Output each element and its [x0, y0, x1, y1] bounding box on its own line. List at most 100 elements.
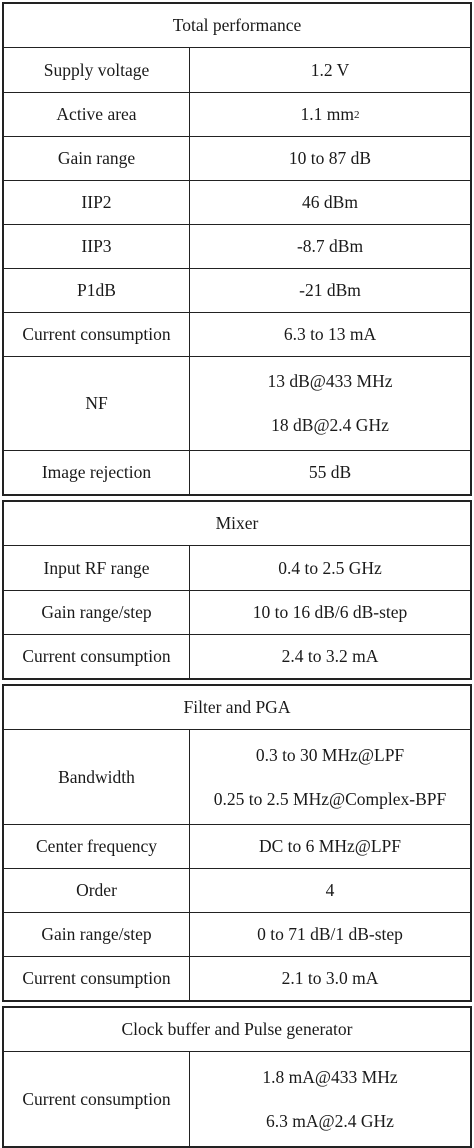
table-row: P1dB -21 dBm [4, 268, 470, 312]
value-text: 6.3 mA@2.4 GHz [266, 1110, 394, 1131]
parameter-value: 55 dB [190, 451, 470, 494]
value-line: 2.1 to 3.0 mA [282, 957, 379, 1000]
value-text: 10 to 16 dB/6 dB-step [252, 602, 408, 622]
value-line: 0 to 71 dB/1 dB-step [257, 913, 403, 956]
parameter-label: Supply voltage [4, 48, 190, 92]
parameter-value: 1.1 mm 2 [190, 93, 470, 136]
parameter-label: Gain range/step [4, 591, 190, 634]
value-line: 1.8 mA@433 MHz [262, 1055, 397, 1099]
parameter-label: Gain range [4, 137, 190, 180]
table-row: Bandwidth 0.3 to 30 MHz@LPF 0.25 to 2.5 MH… [4, 730, 470, 824]
parameter-label: Order [4, 869, 190, 912]
parameter-label: Current consumption [4, 1052, 190, 1146]
table-row: Active area 1.1 mm 2 [4, 92, 470, 136]
value-text: 0.3 to 30 MHz@LPF [255, 744, 405, 765]
parameter-label: Input RF range [4, 546, 190, 590]
value-line: 4 [326, 869, 335, 912]
value-text: 10 to 87 dB [288, 148, 372, 168]
parameter-label: NF [4, 357, 190, 450]
value-line: -8.7 dBm [297, 225, 363, 268]
value-text: 13 dB@433 MHz [267, 371, 393, 391]
parameter-value: 4 [190, 869, 470, 912]
table-row: Input RF range 0.4 to 2.5 GHz [4, 546, 470, 590]
value-text: 0.25 to 2.5 MHz@Complex-BPF [213, 788, 447, 809]
table-row: IIP2 46 dBm [4, 180, 470, 224]
value-line: 10 to 16 dB/6 dB-step [253, 591, 408, 634]
parameter-value: 2.1 to 3.0 mA [190, 957, 470, 1000]
parameter-label: IIP3 [4, 225, 190, 268]
value-text: 55 dB [308, 462, 352, 482]
value-text: 4 [325, 880, 335, 900]
parameter-value: 0 to 71 dB/1 dB-step [190, 913, 470, 956]
value-text: 6.3 to 13 mA [283, 324, 377, 344]
value-text: 0 to 71 dB/1 dB-step [257, 924, 403, 944]
section-title: Filter and PGA [4, 686, 470, 730]
table-row: IIP3 -8.7 dBm [4, 224, 470, 268]
table-row: Gain range 10 to 87 dB [4, 136, 470, 180]
parameter-value: -8.7 dBm [190, 225, 470, 268]
value-line: 13 dB@433 MHz [267, 360, 392, 404]
parameter-label: Current consumption [4, 957, 190, 1000]
table-row: Current consumption 2.4 to 3.2 mA [4, 634, 470, 678]
parameter-label: Current consumption [4, 313, 190, 356]
parameter-value: 10 to 87 dB [190, 137, 470, 180]
value-text: 0.4 to 2.5 GHz [278, 557, 382, 578]
table-row: Current consumption 6.3 to 13 mA [4, 312, 470, 356]
value-line: 18 dB@2.4 GHz [271, 404, 389, 448]
parameter-value: 6.3 to 13 mA [190, 313, 470, 356]
parameter-label: Bandwidth [4, 730, 190, 824]
parameter-value: -21 dBm [190, 269, 470, 312]
value-line: 1.1 mm 2 [300, 104, 360, 124]
value-line: 6.3 to 13 mA [284, 313, 376, 356]
value-line: 6.3 mA@2.4 GHz [266, 1099, 394, 1143]
table-row: Gain range/step 10 to 16 dB/6 dB-step [4, 590, 470, 634]
value-line: 2.4 to 3.2 mA [282, 635, 379, 678]
value-text: 1.1 mm [300, 104, 354, 124]
table-section: Mixer Input RF range 0.4 to 2.5 GHz Gain ra… [2, 500, 472, 680]
table-row: NF 13 dB@433 MHz 18 dB@2.4 GHz [4, 356, 470, 450]
value-text: 2.4 to 3.2 mA [281, 646, 379, 666]
parameter-label: Center frequency [4, 825, 190, 868]
value-line: 46 dBm [302, 181, 358, 224]
parameter-label: P1dB [4, 269, 190, 312]
section-title: Total performance [4, 4, 470, 48]
value-line: 0.4 to 2.5 GHz [278, 546, 382, 590]
value-line: 0.25 to 2.5 MHz@Complex-BPF [214, 777, 446, 821]
table-section: Filter and PGA Bandwidth 0.3 to 30 MHz@LPF… [2, 684, 472, 1002]
parameter-label: Gain range/step [4, 913, 190, 956]
parameter-value: DC to 6 MHz@LPF [190, 825, 470, 868]
parameter-value: 0.4 to 2.5 GHz [190, 546, 470, 590]
parameter-value: 10 to 16 dB/6 dB-step [190, 591, 470, 634]
parameter-label: Active area [4, 93, 190, 136]
table-row: Supply voltage 1.2 V [4, 48, 470, 92]
table-row: Order 4 [4, 868, 470, 912]
table-row: Current consumption 1.8 mA@433 MHz 6.3 mA@… [4, 1052, 470, 1146]
parameter-value: 1.8 mA@433 MHz 6.3 mA@2.4 GHz [190, 1052, 470, 1146]
parameter-label: Image rejection [4, 451, 190, 494]
parameter-value: 1.2 V [190, 48, 470, 92]
section-title: Clock buffer and Pulse generator [4, 1008, 470, 1052]
parameter-label: IIP2 [4, 181, 190, 224]
value-text: -21 dBm [299, 280, 361, 300]
value-text: 18 dB@2.4 GHz [271, 415, 389, 435]
table-section: Total performance Supply voltage 1.2 V Acti… [2, 2, 472, 496]
value-line: 55 dB [309, 451, 351, 494]
value-text: 2.1 to 3.0 mA [281, 968, 379, 988]
value-line: 1.2 V [311, 48, 350, 92]
value-line: 0.3 to 30 MHz@LPF [256, 733, 404, 777]
value-text: 46 dBm [302, 192, 358, 212]
table-row: Current consumption 2.1 to 3.0 mA [4, 956, 470, 1000]
parameter-value: 46 dBm [190, 181, 470, 224]
value-text: DC to 6 MHz@LPF [258, 836, 402, 856]
parameter-value: 0.3 to 30 MHz@LPF 0.25 to 2.5 MHz@Complex… [190, 730, 470, 824]
table-row: Image rejection 55 dB [4, 450, 470, 494]
section-title: Mixer [4, 502, 470, 546]
table-row: Gain range/step 0 to 71 dB/1 dB-step [4, 912, 470, 956]
value-line: DC to 6 MHz@LPF [259, 825, 401, 868]
parameter-label: Current consumption [4, 635, 190, 678]
parameter-value: 2.4 to 3.2 mA [190, 635, 470, 678]
value-text: 1.2 V [310, 59, 350, 80]
value-text: -8.7 dBm [296, 236, 364, 256]
parameter-value: 13 dB@433 MHz 18 dB@2.4 GHz [190, 357, 470, 450]
